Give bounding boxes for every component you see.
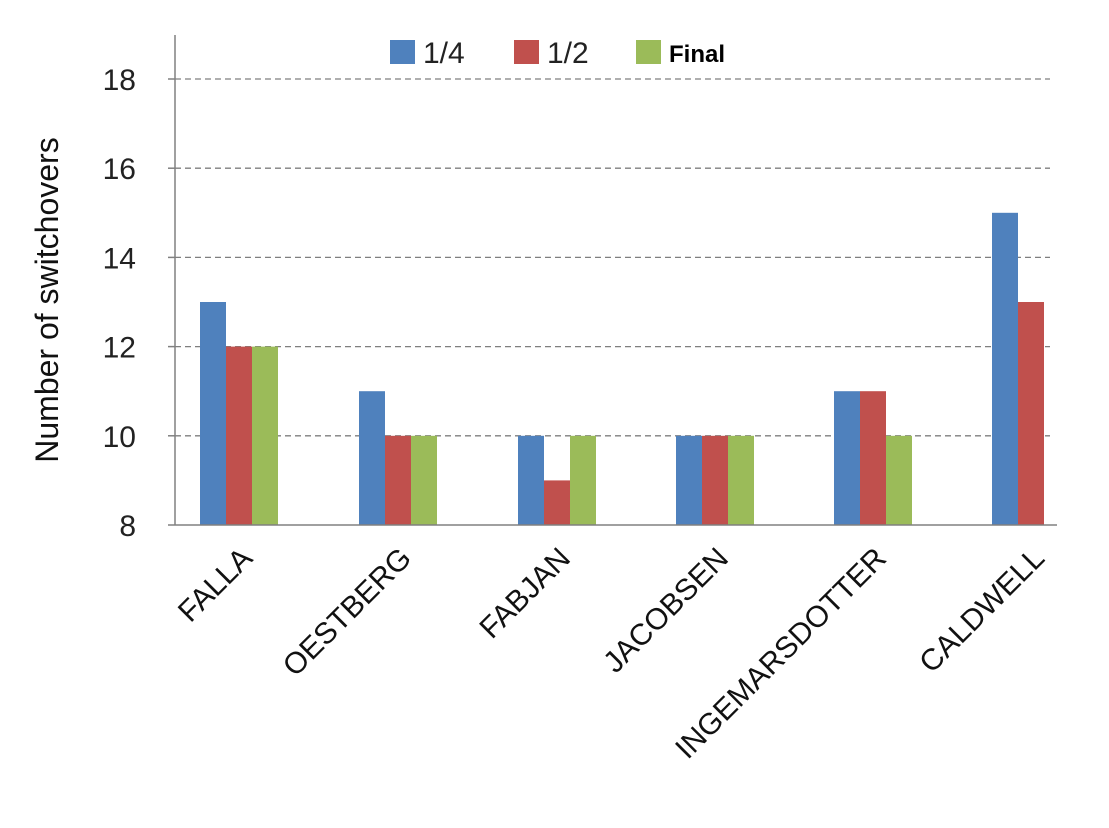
legend-label: 1/4 xyxy=(423,37,465,70)
y-axis-label: Number of switchovers xyxy=(29,137,65,462)
bar-1-2-caldwell xyxy=(1018,302,1044,525)
y-tick-label: 14 xyxy=(103,242,136,275)
bar-final-falla xyxy=(252,346,278,525)
bar-1-4-ingemarsdotter xyxy=(834,391,860,525)
legend-swatch xyxy=(636,40,661,64)
axes xyxy=(174,35,1057,526)
legend-label: 1/2 xyxy=(547,37,589,70)
bars xyxy=(200,212,1044,526)
gridlines xyxy=(168,78,1050,526)
legend-label: Final xyxy=(669,41,725,68)
x-tick-label: FABJAN xyxy=(473,542,577,646)
bar-1-2-falla xyxy=(226,346,252,525)
x-tick-label: JACOBSEN xyxy=(597,542,735,680)
bar-1-4-fabjan xyxy=(518,435,544,525)
bar-1-2-ingemarsdotter xyxy=(860,391,886,525)
x-tick-label: CALDWELL xyxy=(913,542,1051,680)
bar-final-oestberg xyxy=(411,435,437,525)
bar-1-4-oestberg xyxy=(359,391,385,525)
x-tick-labels: FALLA OESTBERG FABJAN JACOBSENINGEMARSDOTTE… xyxy=(172,542,1051,766)
bar-1-2-oestberg xyxy=(385,435,411,525)
x-tick-label: OESTBERG xyxy=(277,542,418,683)
y-tick-label: 12 xyxy=(103,332,136,365)
y-tick-label: 10 xyxy=(103,421,136,454)
bar-1-4-jacobsen xyxy=(676,435,702,525)
bar-1-4-caldwell xyxy=(992,212,1018,526)
y-tick-label: 16 xyxy=(103,153,136,186)
bar-final-ingemarsdotter xyxy=(886,435,912,525)
x-tick-label: FALLA xyxy=(172,542,259,629)
y-tick-label: 8 xyxy=(119,510,136,543)
bar-1-4-falla xyxy=(200,302,226,525)
y-tick-label: 18 xyxy=(103,64,136,97)
bar-1-2-fabjan xyxy=(544,480,570,525)
legend-swatch xyxy=(514,40,539,64)
bar-final-jacobsen xyxy=(728,435,754,525)
bar-1-2-jacobsen xyxy=(702,435,728,525)
legend: 1/4 1/2 Final xyxy=(390,37,725,70)
legend-swatch xyxy=(390,40,415,64)
y-tick-labels: 8 10 12 14 16 18 xyxy=(103,64,136,543)
bar-final-fabjan xyxy=(570,435,596,525)
